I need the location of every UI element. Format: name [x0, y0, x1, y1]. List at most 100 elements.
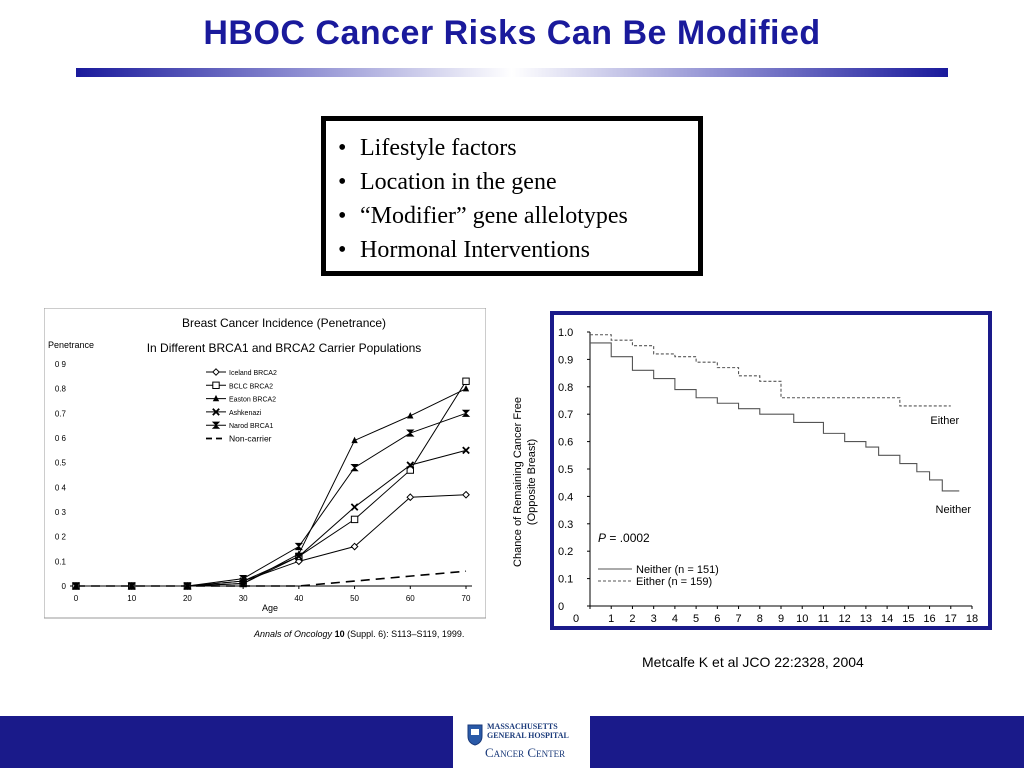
square-marker	[462, 377, 470, 385]
bullet-text: Lifestyle factors	[360, 135, 517, 161]
legend-item: Neither (n = 151)	[598, 564, 719, 576]
x-tick-label: 5	[693, 613, 699, 625]
triangle-marker	[351, 436, 358, 444]
y-tick-label: 0 4	[55, 483, 67, 492]
series-line	[76, 570, 467, 587]
chart-source: Annals of Oncology 10 (Suppl. 6): S113–S…	[253, 629, 464, 639]
y-axis-label-line2: (Opposite Breast)	[526, 439, 538, 525]
legend: Iceland BRCA2 BCLC BRCA2 Easton BRCA2 Ashke…	[206, 368, 277, 444]
legend-item: Ashkenazi	[206, 408, 262, 417]
x-tick-label: 10	[796, 613, 808, 625]
bullet-glyph: •	[338, 203, 347, 229]
legend-item: Iceland BRCA2	[206, 368, 277, 377]
x-tick-label: 9	[778, 613, 784, 625]
legend-item: Easton BRCA2	[206, 394, 276, 404]
x-marker	[212, 408, 220, 416]
hourglass-marker	[350, 464, 359, 472]
x-tick-label: 8	[757, 613, 763, 625]
bullet-text: Location in the gene	[360, 169, 557, 195]
y-tick-label: 0.2	[558, 546, 573, 558]
bullet-glyph: •	[338, 169, 347, 195]
x-tick-label: 40	[294, 594, 303, 603]
hourglass-marker	[127, 582, 136, 590]
source-volume: 10	[335, 629, 345, 639]
x-tick-label: 18	[966, 613, 978, 625]
legend-label: BCLC BRCA2	[229, 383, 273, 390]
chart-subtitle: In Different BRCA1 and BRCA2 Carrier Pop…	[147, 341, 422, 355]
y-tick-label: 0 2	[55, 533, 67, 542]
x-marker	[406, 461, 415, 469]
square-marker	[406, 466, 414, 474]
x-tick-label: 50	[350, 594, 359, 603]
y-tick-label: 0 6	[55, 434, 67, 443]
source-suppl: (Suppl. 6): S113–S119, 1999.	[347, 629, 464, 639]
axes: 1.00.90.80.70.60.50.40.30.20.100 1 2 3 4 5 6 7 8…	[558, 327, 978, 625]
x-tick-label: 60	[406, 594, 415, 603]
x-marker	[295, 552, 303, 561]
survival-chart-frame: 1.0 0.9 0.8 0.7 0.6 0.5 0.4 0.3 0.2 0.1 0 0 1 2 3 4 5 6 7 8…	[550, 311, 992, 630]
x-tick-label: 7	[735, 613, 741, 625]
x-tick-label: 17	[945, 613, 957, 625]
square-marker	[212, 381, 220, 389]
title-divider	[76, 68, 948, 77]
source-journal: Annals of Oncology	[253, 629, 333, 639]
slide-title: HBOC Cancer Risks Can Be Modified	[203, 14, 821, 52]
triangle-marker	[462, 384, 470, 392]
legend-label: Non-carrier	[229, 434, 272, 444]
x-tick-label: 4	[672, 613, 678, 625]
x-tick-label: 10	[127, 594, 136, 603]
y-tick-label: 0.5	[558, 464, 573, 476]
logo-line-3: Cancer Center	[485, 745, 566, 760]
diamond-marker	[406, 493, 415, 502]
legend-item: Non-carrier	[206, 434, 272, 444]
x-tick-label: 0	[573, 613, 579, 625]
mgh-shield-icon	[467, 724, 483, 746]
legend: Neither (n = 151)Either (n = 159)	[598, 564, 719, 588]
bullet-item: • Hormonal Interventions	[338, 233, 698, 267]
series-line	[590, 342, 960, 492]
series-group: Neither Either	[590, 334, 972, 516]
hourglass-marker	[461, 409, 471, 417]
x-marker	[462, 446, 470, 455]
bullet-item: • “Modifier” gene allelotypes	[338, 199, 698, 233]
legend-label: Narod BRCA1	[229, 423, 273, 430]
y-tick-label: 0.7	[558, 409, 573, 421]
bullet-box: • Lifestyle factors • Location in the gene…	[321, 116, 703, 276]
legend-label: Neither (n = 151)	[636, 564, 719, 576]
logo-line-1: MASSACHUSETTS	[487, 722, 558, 731]
series-end-label: Neither	[936, 504, 972, 516]
y-tick-label: 0.5	[55, 459, 67, 468]
legend-label: Iceland BRCA2	[229, 370, 277, 377]
y-tick-label: 0.6	[558, 437, 573, 449]
series-group	[71, 377, 471, 590]
x-tick-label: 16	[923, 613, 935, 625]
legend-item: Either (n = 159)	[598, 576, 712, 588]
series-line	[590, 334, 951, 407]
y-tick-label: 0	[62, 582, 67, 591]
legend-item: Narod BRCA1	[206, 421, 273, 430]
diamond-marker	[462, 490, 470, 499]
y-tick-label: 0 9	[55, 360, 67, 369]
x-tick-label: 2	[629, 613, 635, 625]
chart-title: Breast Cancer Incidence (Penetrance)	[182, 316, 386, 330]
hourglass-marker	[294, 542, 304, 551]
legend-label: Ashkenazi	[229, 410, 262, 417]
legend-item: BCLC BRCA2	[206, 381, 273, 390]
x-tick-label: 15	[902, 613, 914, 625]
x-tick-label: 3	[651, 613, 657, 625]
y-tick-label: 0.8	[558, 382, 573, 394]
triangle-marker	[407, 412, 414, 419]
x-axis-label: Age	[262, 603, 278, 613]
bullet-item: • Location in the gene	[338, 165, 698, 199]
hourglass-marker	[406, 429, 415, 437]
citation: Metcalfe K et al JCO 22:2328, 2004	[642, 654, 864, 670]
p-symbol: P	[598, 531, 606, 545]
p-value-annotation: P = .0002	[598, 531, 650, 545]
y-tick-label: 0.1	[558, 574, 573, 586]
axes: 0 10 20 30 40 50 60 70 0 0.1 0 2 0 3 0 4 0.5 0 6 0.7 0.8…	[55, 360, 472, 603]
square-marker	[350, 515, 359, 524]
hourglass-marker	[211, 421, 221, 429]
diamond-marker	[350, 542, 359, 551]
bullet-item: • Lifestyle factors	[338, 131, 698, 165]
survival-chart: 1.00.90.80.70.60.50.40.30.20.100 1 2 3 4 5 6 7 8…	[558, 327, 978, 625]
